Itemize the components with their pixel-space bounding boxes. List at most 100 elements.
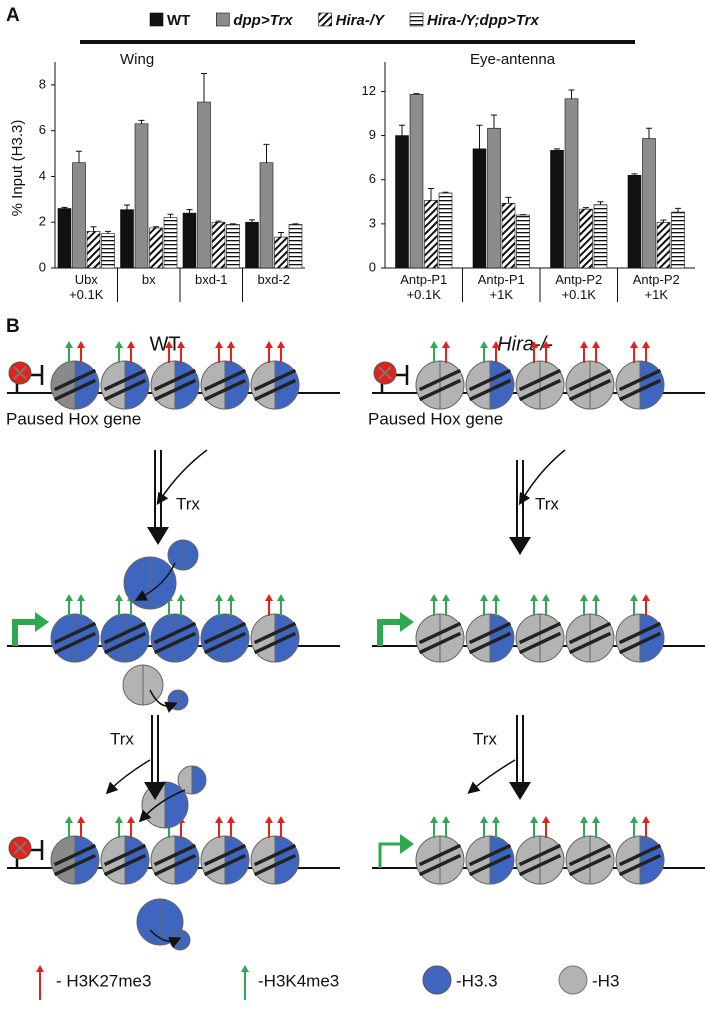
mark-arrow-head [630, 816, 638, 823]
exchange-arrow [149, 689, 178, 713]
mark-arrow-head [542, 341, 550, 348]
mark-arrow-head [592, 816, 600, 823]
y-tick-label: 4 [39, 168, 46, 183]
dna-wrap [103, 368, 147, 392]
error-bar [442, 191, 449, 193]
dna-wrap [568, 621, 612, 645]
mark-arrow-head [642, 341, 650, 348]
arrow-label: Trx [110, 729, 134, 748]
dna-wrap [618, 368, 662, 392]
active-promoter-head [400, 834, 414, 854]
exchange-arrow [138, 789, 186, 823]
dna-wrap [253, 843, 297, 867]
mark-arrow-head [442, 341, 450, 348]
dna-wrap [253, 368, 297, 392]
legend-label: Hira-/Y [336, 12, 386, 29]
error-bar [186, 209, 193, 214]
mark-arrow-head [215, 341, 223, 348]
mark-arrow-head [65, 341, 73, 348]
mark-arrow-head [592, 594, 600, 601]
mark-arrow-head [65, 816, 73, 823]
mark-arrow-head [265, 341, 273, 348]
bar [579, 208, 593, 269]
panel-label: A [6, 5, 20, 26]
dna-wrap [53, 368, 97, 392]
bar [163, 217, 178, 269]
error-bar [491, 114, 497, 129]
bar [149, 227, 163, 269]
active-promoter-head [400, 612, 414, 632]
dna-wrap [568, 631, 612, 655]
legend-label: Hira-/Y;dpp>Trx [427, 12, 539, 29]
bar [438, 192, 453, 269]
dna-wrap [153, 853, 197, 877]
dna-wrap [618, 378, 662, 402]
dna-wrap [568, 853, 612, 877]
error-bar [76, 150, 82, 163]
bar [226, 224, 240, 269]
mark-arrow-head [492, 341, 500, 348]
error-bar [263, 143, 270, 163]
key-label: -H3 [592, 971, 619, 990]
dna-wrap [618, 843, 662, 867]
dna-wrap [518, 368, 562, 392]
mark-arrow-head [165, 341, 173, 348]
process-arrow-head [144, 782, 166, 800]
error-bar [230, 223, 236, 225]
bar [134, 123, 149, 269]
dna-wrap [468, 843, 512, 867]
dna-wrap [103, 621, 147, 645]
error-bar [505, 196, 512, 204]
mark-arrow-head [127, 816, 135, 823]
dna-wrap [53, 631, 97, 655]
mark-arrow-head [65, 594, 73, 601]
error-bar [428, 188, 434, 201]
mark-arrow-head [580, 594, 588, 601]
histone-half [136, 898, 161, 946]
x-tick-label: Antp-P1 +1K [477, 272, 525, 302]
error-bar [413, 93, 420, 95]
bar [593, 204, 608, 269]
legend-swatch [318, 12, 332, 27]
dna-wrap [618, 621, 662, 645]
error-bar [631, 173, 638, 176]
dna-wrap [468, 378, 512, 402]
histone-half [177, 765, 193, 795]
dna-wrap [203, 843, 247, 867]
error-bar [646, 127, 652, 139]
key-label: -H3K4me3 [258, 971, 339, 990]
bar [197, 101, 211, 269]
dna-wrap [153, 631, 197, 655]
legend-label: WT [167, 12, 190, 29]
dna-wrap [468, 631, 512, 655]
x-tick-label: bxd-2 [257, 272, 291, 287]
dna-wrap [103, 631, 147, 655]
dna-wrap [53, 853, 97, 877]
dna-wrap [468, 368, 512, 392]
panel-label: B [6, 316, 20, 337]
mark-arrow-head [265, 816, 273, 823]
mark-arrow-head [430, 816, 438, 823]
mark-arrow-head [442, 594, 450, 601]
process-arrow [516, 715, 524, 786]
error-bar [201, 72, 207, 103]
bar [627, 175, 642, 269]
column-title: Hira-/- [497, 333, 553, 355]
exchange-arrow [149, 929, 182, 948]
dna-wrap [418, 631, 462, 655]
mark-arrow-head [492, 594, 500, 601]
dna-wrap [103, 378, 147, 402]
mark-arrow-head [77, 341, 85, 348]
legend-label: dpp>Trx [233, 12, 293, 29]
dna-wrap [153, 843, 197, 867]
mark-arrow-head [530, 594, 538, 601]
mark-arrow-head [127, 341, 135, 348]
mark-arrow-head [542, 816, 550, 823]
bar [211, 221, 226, 269]
bar [550, 149, 564, 269]
mark-arrow-head [592, 341, 600, 348]
dna-wrap [203, 853, 247, 877]
dna-wrap [103, 853, 147, 877]
error-bar [476, 124, 483, 149]
dna-wrap [53, 843, 97, 867]
